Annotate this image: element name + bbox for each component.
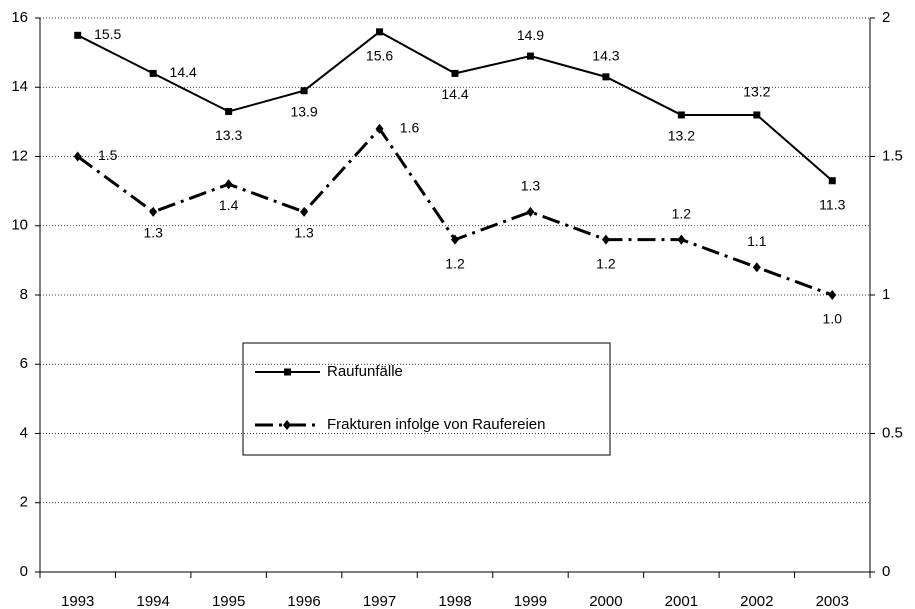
marker: [526, 52, 534, 60]
x-tick-label: 1996: [287, 593, 320, 609]
marker: [828, 290, 837, 300]
data-label: 13.3: [215, 127, 242, 143]
data-label: 1.3: [294, 225, 314, 241]
data-label: 1.2: [445, 255, 465, 271]
y2-tick-label: 2: [882, 9, 890, 26]
marker: [74, 31, 82, 39]
data-label: 1.3: [143, 225, 163, 241]
y2-tick-label: 1.5: [882, 147, 903, 164]
x-tick-label: 2003: [816, 593, 849, 609]
legend-label: Frakturen infolge von Raufereien: [327, 416, 545, 433]
x-tick-label: 1995: [212, 593, 245, 609]
marker: [73, 151, 82, 162]
data-label: 1.2: [672, 205, 692, 221]
x-tick-label: 2002: [740, 593, 773, 609]
data-label: 1.6: [400, 120, 420, 136]
legend-marker: [283, 420, 291, 430]
y2-tick-label: 0.5: [882, 424, 903, 441]
y-tick-label: 12: [11, 147, 28, 164]
y2-tick-label: 0: [882, 563, 890, 580]
marker: [526, 206, 535, 217]
data-label: 1.3: [521, 178, 541, 194]
marker: [224, 179, 233, 190]
data-label: 13.2: [743, 84, 770, 100]
marker: [601, 234, 610, 245]
series-line: [77, 30, 833, 182]
marker: [149, 206, 158, 217]
y-tick-label: 2: [20, 494, 28, 511]
x-tick-label: 1999: [514, 593, 547, 609]
x-tick-label: 1998: [438, 593, 471, 609]
data-label: 1.2: [596, 255, 616, 271]
data-label: 14.9: [517, 27, 544, 43]
data-label: 14.4: [170, 64, 197, 80]
y-tick-label: 14: [11, 78, 28, 95]
y-tick-label: 16: [11, 9, 28, 26]
legend-box: [242, 342, 611, 456]
marker: [828, 177, 836, 185]
y2-tick-label: 1: [882, 286, 890, 303]
marker: [225, 107, 233, 115]
data-label: 1.5: [98, 147, 118, 163]
x-tick-label: 1993: [61, 593, 94, 609]
data-label: 15.5: [94, 26, 121, 42]
data-label: 1.0: [823, 311, 843, 327]
data-label: 1.4: [219, 197, 239, 213]
marker: [300, 206, 309, 217]
marker: [752, 262, 761, 273]
marker: [376, 28, 384, 36]
marker: [677, 111, 685, 119]
y-tick-label: 8: [20, 286, 28, 303]
data-label: 13.2: [668, 128, 695, 144]
marker: [300, 87, 308, 95]
x-tick-label: 1994: [136, 593, 169, 609]
y-tick-label: 6: [20, 355, 28, 372]
marker: [375, 123, 384, 134]
x-tick-label: 2001: [665, 593, 698, 609]
marker: [677, 234, 686, 245]
data-label: 14.3: [592, 48, 619, 64]
marker: [602, 73, 610, 81]
marker: [451, 234, 459, 245]
marker: [451, 69, 459, 77]
x-tick-label: 2000: [589, 593, 622, 609]
legend-label: Raufunfälle: [327, 363, 403, 380]
data-label: 13.9: [290, 103, 317, 119]
legend-marker: [284, 368, 291, 376]
y-tick-label: 10: [11, 217, 28, 234]
data-label: 14.4: [441, 86, 468, 102]
marker: [753, 111, 761, 119]
data-label: 1.1: [747, 233, 767, 249]
y-tick-label: 4: [20, 424, 28, 441]
data-label: 15.6: [366, 48, 393, 64]
marker: [149, 69, 157, 77]
data-label: 11.3: [819, 196, 845, 212]
x-tick-label: 1997: [363, 593, 396, 609]
y-tick-label: 0: [20, 563, 28, 580]
